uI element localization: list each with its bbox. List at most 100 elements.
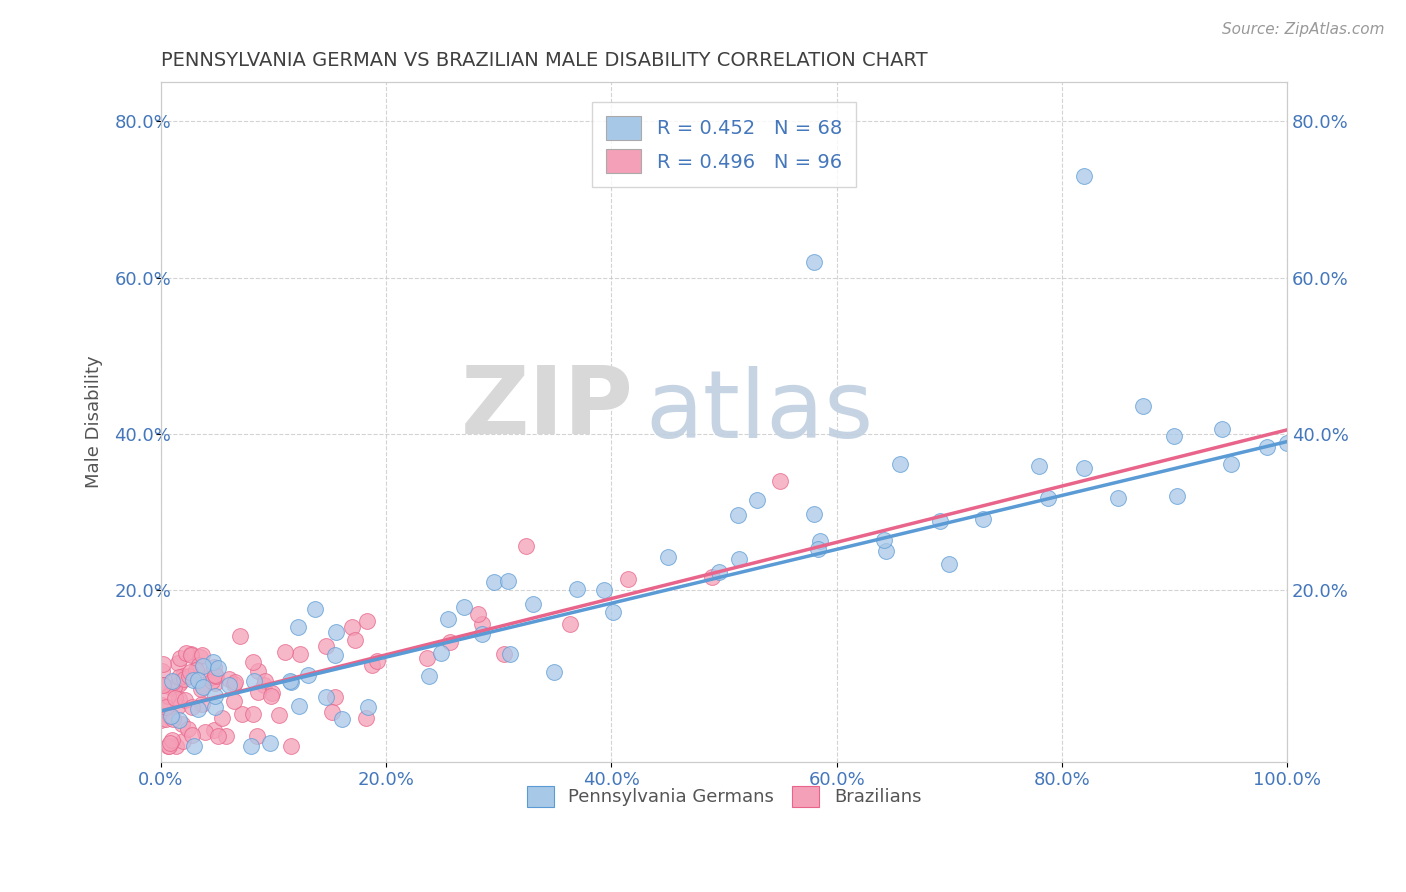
Point: [218, 672, 240, 686]
Point: [224, 677, 246, 691]
Point: [810, 534, 832, 549]
Point: [173, 693, 195, 707]
Point: [1132, 399, 1154, 413]
Point: [1036, 491, 1059, 505]
Point: [243, 673, 266, 688]
Point: [177, 722, 200, 736]
Point: [165, 739, 187, 753]
Point: [728, 552, 751, 566]
Point: [1219, 457, 1241, 471]
Point: [1275, 436, 1298, 450]
Point: [204, 689, 226, 703]
Point: [1256, 440, 1278, 454]
Point: [260, 689, 283, 703]
Point: [325, 648, 347, 663]
Point: [242, 655, 264, 669]
Point: [471, 617, 494, 632]
Point: [167, 656, 190, 670]
Point: [191, 658, 214, 673]
Point: [938, 558, 960, 572]
Point: [471, 627, 494, 641]
Point: [323, 690, 346, 704]
Point: [204, 675, 226, 690]
Point: [207, 729, 229, 743]
Point: [202, 723, 225, 737]
Point: [657, 549, 679, 564]
Point: [1073, 169, 1095, 183]
Point: [543, 665, 565, 679]
Point: [150, 664, 173, 678]
Point: [1163, 429, 1185, 443]
Point: [167, 677, 190, 691]
Point: [515, 539, 537, 553]
Point: [482, 575, 505, 590]
Point: [179, 665, 201, 680]
Point: [229, 629, 252, 643]
Point: [201, 673, 224, 688]
Point: [160, 709, 183, 723]
Point: [304, 602, 326, 616]
Point: [254, 673, 277, 688]
Legend: Pennsylvania Germans, Brazilians: Pennsylvania Germans, Brazilians: [520, 779, 928, 814]
Point: [169, 675, 191, 690]
Point: [179, 669, 201, 683]
Point: [174, 646, 197, 660]
Text: ZIP: ZIP: [461, 362, 634, 454]
Point: [202, 655, 225, 669]
Point: [287, 698, 309, 713]
Point: [181, 700, 204, 714]
Point: [204, 699, 226, 714]
Point: [972, 511, 994, 525]
Point: [807, 541, 830, 556]
Point: [156, 739, 179, 753]
Point: [204, 668, 226, 682]
Point: [492, 647, 515, 661]
Point: [246, 685, 269, 699]
Point: [453, 599, 475, 614]
Point: [315, 690, 337, 705]
Point: [165, 691, 187, 706]
Point: [321, 705, 343, 719]
Point: [875, 543, 897, 558]
Point: [593, 583, 616, 598]
Point: [361, 657, 384, 672]
Point: [187, 702, 209, 716]
Point: [163, 681, 186, 695]
Point: [191, 678, 214, 692]
Point: [558, 617, 581, 632]
Point: [1073, 460, 1095, 475]
Point: [340, 620, 363, 634]
Point: [202, 659, 225, 673]
Point: [183, 739, 205, 753]
Point: [325, 624, 347, 639]
Point: [803, 507, 825, 521]
Point: [429, 646, 451, 660]
Point: [727, 508, 749, 522]
Y-axis label: Male Disability: Male Disability: [86, 356, 103, 489]
Point: [280, 739, 302, 753]
Point: [181, 728, 204, 742]
Point: [167, 713, 190, 727]
Point: [274, 645, 297, 659]
Point: [159, 739, 181, 753]
Point: [172, 669, 194, 683]
Point: [745, 492, 768, 507]
Point: [224, 675, 246, 690]
Point: [707, 565, 730, 579]
Point: [218, 677, 240, 691]
Point: [172, 734, 194, 748]
Point: [162, 674, 184, 689]
Text: atlas: atlas: [645, 366, 873, 458]
Point: [152, 657, 174, 671]
Point: [416, 651, 439, 665]
Point: [162, 674, 184, 689]
Point: [297, 667, 319, 681]
Point: [467, 607, 489, 621]
Point: [231, 706, 253, 721]
Point: [180, 648, 202, 663]
Point: [356, 614, 378, 628]
Point: [1166, 489, 1188, 503]
Point: [287, 620, 309, 634]
Point: [357, 700, 380, 714]
Point: [169, 651, 191, 665]
